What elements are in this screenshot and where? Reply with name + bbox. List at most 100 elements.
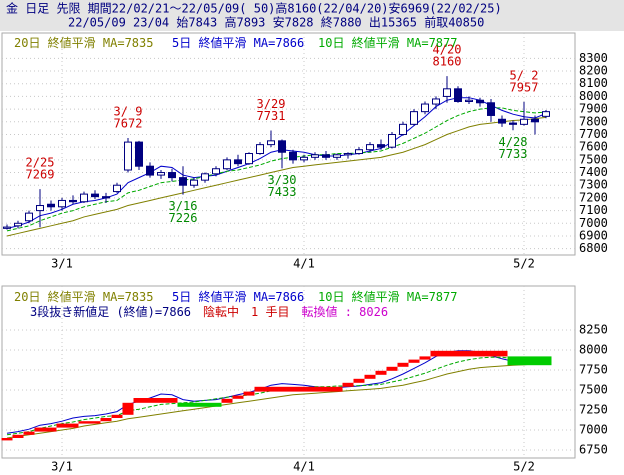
header-line: 22/05/09 23/04 始7843 高7893 安7828 終7880 出… [68,15,484,30]
brick [353,378,365,383]
x-tick-label: 5/2 [513,460,535,474]
annotation-date: 4/20 [433,43,462,57]
candle-body [245,153,253,165]
candle-body [322,154,330,158]
y-tick-label: 8000 [579,343,608,357]
legend-label: 20日 終値平滑 MA= [14,289,125,304]
info-text: 転換値 : 8026 [302,304,389,319]
annotation-value: 7672 [114,117,143,131]
candle-body [432,98,440,105]
legend-value: 7866 [275,36,304,50]
brick [386,366,398,371]
y-tick-label: 7000 [579,423,608,437]
candle-body [333,154,341,158]
ma-line [6,350,547,434]
candle-body [91,193,99,198]
candle-body [465,99,473,103]
candle-body [58,199,66,208]
candle-body [234,159,242,165]
legend-entry: 20日 終値平滑 MA=7835 [14,289,153,304]
annotation-date: 3/ 9 [114,105,143,119]
y-tick-label: 7700 [579,127,608,141]
brick [408,359,420,363]
candle-body [377,144,385,148]
top-panel [1,32,576,256]
candle-body [399,123,407,135]
header-line: 金 日足 先限 期間22/02/21～22/05/09( 50)高8160(22… [6,1,502,16]
annotation-date: 3/30 [268,173,297,187]
legend-entry: 20日 終値平滑 MA=7835 [14,35,153,50]
y-tick-label: 7750 [579,363,608,377]
brick [12,434,24,438]
brick [254,386,343,392]
y-tick-label: 7200 [579,190,608,204]
x-tick-label: 4/1 [293,257,315,271]
legend-label: 10日 終値平滑 MA= [318,35,429,50]
legend-entry: 10日 終値平滑 MA=7877 [318,35,457,50]
brick [1,438,13,441]
candle-body [212,168,220,175]
y-tick-label: 8200 [579,64,608,78]
x-tick-label: 3/1 [51,460,73,474]
annotation-value: 7731 [257,109,286,123]
brick [419,356,431,360]
candle-body [531,118,539,123]
brick [23,431,35,435]
y-tick-label: 6800 [579,241,608,255]
y-tick-label: 7900 [579,102,608,116]
ma-line [6,116,547,237]
x-tick-label: 4/1 [293,460,315,474]
candle-body [278,140,286,153]
candle-body [14,222,22,227]
candle-body [256,144,264,155]
legend-value: 7877 [429,36,458,50]
y-tick-label: 7300 [579,178,608,192]
candle-body [410,111,418,125]
candle-body [69,199,77,203]
legend-label: 5日 終値平滑 MA= [172,289,275,304]
brick [78,421,101,424]
candle-body [47,203,55,208]
legend-value: 7866 [275,290,304,304]
candle-body [542,111,550,117]
candle-body [355,149,363,155]
annotation-value: 8160 [433,55,462,69]
candle-body [135,141,143,167]
brick [122,402,134,415]
candle-body [223,159,231,170]
y-tick-label: 7600 [579,140,608,154]
candle-body [300,156,308,161]
info-text: 陰転中 [203,304,239,319]
candle-body [454,88,462,103]
y-tick-label: 7500 [579,152,608,166]
candle-body [190,179,198,186]
annotation-value: 7226 [169,211,198,225]
y-tick-label: 6750 [579,443,608,457]
candle-body [476,99,484,104]
legend-value: 7835 [125,290,154,304]
candle-body [366,144,374,151]
annotation-value: 7433 [268,185,297,199]
legend-label: 5日 終値平滑 MA= [172,35,275,50]
candle-body [421,103,429,113]
candle-body [3,226,11,229]
brick [342,382,354,387]
legend-value: 7835 [125,36,154,50]
brick [221,398,233,403]
candle-body [509,122,517,125]
annotation-value: 7269 [26,168,55,182]
y-tick-label: 8300 [579,51,608,65]
info-text: 1 手目 [251,305,289,319]
legend-label: 20日 終値平滑 MA= [14,35,125,50]
candle-body [80,193,88,203]
header-bar [0,0,624,31]
annotation-value: 7733 [499,147,528,161]
legend-entry: 10日 終値平滑 MA=7877 [318,289,457,304]
brick [133,398,178,403]
brick [56,423,79,428]
y-tick-label: 7000 [579,216,608,230]
candle-body [179,177,187,186]
candle-body [520,118,528,125]
brick [430,350,508,357]
